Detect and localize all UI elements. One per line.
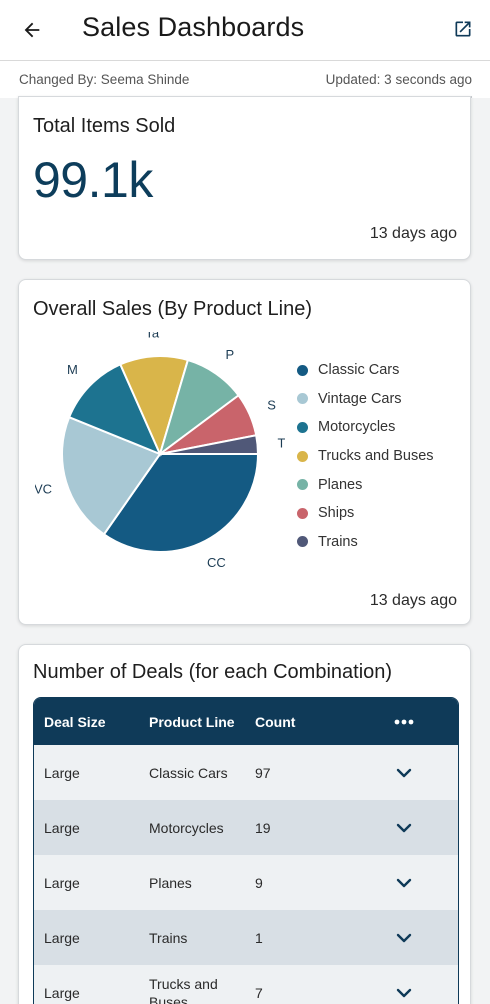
legend-item[interactable]: Ships [297,499,434,528]
legend-swatch [297,450,308,462]
legend-label: Trucks and Buses [318,448,434,465]
cell-deal-size: Large [44,984,80,1001]
card-title: Total Items Sold [33,115,176,137]
chevron-down-icon [396,878,412,887]
total-items-sold-card[interactable]: Total Items Sold 99.1k 13 days ago [18,96,471,260]
legend-item[interactable]: Vintage Cars [297,385,434,414]
pie-label-t: T [277,435,285,450]
chevron-down-icon [396,768,412,777]
legend-item[interactable]: Trains [297,528,434,557]
table-menu-button[interactable] [386,718,422,726]
expand-row-button[interactable] [386,855,422,910]
column-header-product-line[interactable]: Product Line [149,713,235,730]
kpi-value: 99.1k [33,152,153,208]
legend-label: Ships [318,505,355,522]
cell-product-line: Trains [149,929,188,946]
pie-label-vc: VC [35,482,52,497]
table-row[interactable]: Large Motorcycles 19 [34,800,458,855]
cell-count: 7 [255,984,263,1001]
cell-count: 1 [255,929,263,946]
cell-product-line: Trucks and Buses [149,975,218,1004]
legend-swatch [297,364,308,376]
deals-table: Deal Size Product Line Count Large Classi… [33,697,459,1004]
column-header-deal-size[interactable]: Deal Size [44,713,106,730]
table-body: Large Classic Cars 97 Large Motorcycles 19 Lar… [34,745,458,1004]
pie-label-p: P [225,347,234,362]
expand-row-button[interactable] [386,800,422,855]
app-bar: Sales Dashboards [0,0,490,60]
cell-product-line: Planes [149,874,192,891]
table-header: Deal Size Product Line Count [34,698,458,745]
expand-row-button[interactable] [386,910,422,965]
pie-slice-m[interactable] [67,363,162,456]
pie-label-s: S [267,398,276,413]
legend-label: Planes [318,476,363,493]
legend-label: Vintage Cars [318,390,402,407]
card-title: Overall Sales (By Product Line) [33,298,313,320]
open-external-button[interactable] [446,12,480,46]
cell-count: 97 [255,764,271,781]
chevron-down-icon [396,988,412,997]
card-title: Number of Deals (for each Combination) [33,661,393,683]
expand-row-button[interactable] [386,745,422,800]
cell-count: 19 [255,819,271,836]
legend-swatch [297,421,308,433]
cell-count: 9 [255,874,263,891]
cell-product-line: Motorcycles [149,819,224,836]
legend-item[interactable]: Motorcycles [297,413,434,442]
pie-slice-t[interactable] [159,434,260,455]
number-of-deals-card[interactable]: Number of Deals (for each Combination) D… [18,644,471,1004]
legend-label: Classic Cars [318,362,400,379]
more-horizontal-icon [394,719,414,724]
legend-label: Motorcycles [318,419,396,436]
legend-item[interactable]: Trucks and Buses [297,442,434,471]
column-header-count[interactable]: Count [255,713,296,730]
pie-label-ta: Ta [145,332,160,340]
legend-swatch [297,479,308,491]
pie-chart-svg: CC VC M Ta P S T [34,325,285,570]
legend-label: Trains [318,533,358,550]
cell-deal-size: Large [44,819,80,836]
chevron-down-icon [396,823,412,832]
table-row[interactable]: Large Trains 1 [34,910,458,965]
chevron-down-icon [396,933,412,942]
changed-by-text: Changed By: Seema Shinde [19,72,190,87]
open-in-new-icon [455,21,471,37]
table-row[interactable]: Large Trucks and Buses 7 [34,965,458,1004]
cell-deal-size: Large [44,874,80,891]
table-row[interactable]: Large Classic Cars 97 [34,745,458,800]
arrow-left-icon [24,22,40,38]
pie-slice-cc[interactable] [102,453,260,553]
legend-swatch [297,536,308,548]
legend-item[interactable]: Classic Cars [297,356,434,385]
updated-text: Updated: 3 seconds ago [325,72,472,87]
card-timestamp: 13 days ago [369,592,457,609]
pie-label-cc: CC [207,555,226,570]
card-timestamp: 13 days ago [369,225,457,242]
pie-chart: CC VC M Ta P S T [34,325,285,572]
chart-legend: Classic Cars Vintage Cars Motorcycles Truck… [297,356,434,556]
pie-slice-vc[interactable] [61,415,162,536]
cell-deal-size: Large [44,929,80,946]
table-row[interactable]: Large Planes 9 [34,855,458,910]
page-title: Sales Dashboards [82,12,305,42]
legend-swatch [297,393,308,405]
expand-row-button[interactable] [386,965,422,1004]
cell-deal-size: Large [44,764,80,781]
cell-product-line: Classic Cars [149,764,228,781]
legend-swatch [297,507,308,519]
back-button[interactable] [14,12,50,48]
overall-sales-card[interactable]: Overall Sales (By Product Line) CC VC M Ta P… [18,279,471,625]
legend-item[interactable]: Planes [297,470,434,499]
pie-label-m: M [67,362,78,377]
pie-slice-ta[interactable] [119,355,190,457]
dashboard-info-bar: Changed By: Seema Shinde Updated: 3 seco… [0,60,490,98]
